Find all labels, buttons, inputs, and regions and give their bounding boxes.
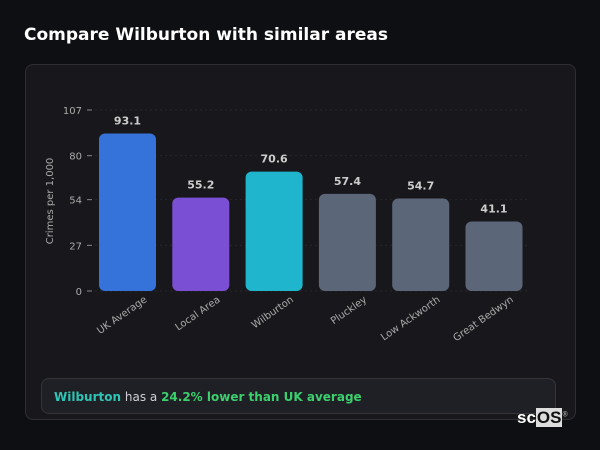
x-tick-label: Local Area: [174, 294, 223, 333]
x-tick-label: UK Average: [95, 294, 149, 336]
bar: [392, 198, 450, 291]
x-tick-label: Pluckley: [329, 294, 369, 327]
comparison-summary: Wilburton has a 24.2% lower than UK aver…: [41, 378, 556, 414]
summary-highlight: 24.2% lower than UK average: [161, 390, 362, 404]
bar: [465, 221, 523, 291]
y-tick-label: 54: [69, 196, 82, 207]
y-tick-label: 27: [69, 241, 82, 252]
y-tick-label: 0: [76, 287, 82, 298]
x-tick-label: Great Bedwyn: [451, 294, 515, 344]
bar: [172, 197, 230, 291]
bar: [99, 133, 156, 291]
scos-logo: scOS®: [517, 408, 568, 427]
y-tick-label: 107: [63, 106, 82, 117]
y-tick-label: 80: [69, 152, 82, 163]
bar-value-label: 54.7: [407, 179, 434, 192]
bar: [318, 193, 376, 291]
bar-value-label: 57.4: [334, 175, 361, 188]
page-title: Compare Wilburton with similar areas: [24, 25, 388, 45]
bar-value-label: 93.1: [114, 115, 141, 128]
x-tick-label: Low Ackworth: [379, 294, 442, 343]
y-axis-label: Crimes per 1,000: [45, 158, 56, 245]
bar-value-label: 41.1: [480, 202, 507, 215]
bar: [245, 171, 303, 291]
bar-value-label: 70.6: [261, 153, 288, 166]
x-tick-label: Wilburton: [250, 294, 296, 331]
bar-value-label: 55.2: [187, 179, 214, 192]
summary-text: has a: [121, 390, 162, 404]
area-name: Wilburton: [54, 390, 122, 404]
